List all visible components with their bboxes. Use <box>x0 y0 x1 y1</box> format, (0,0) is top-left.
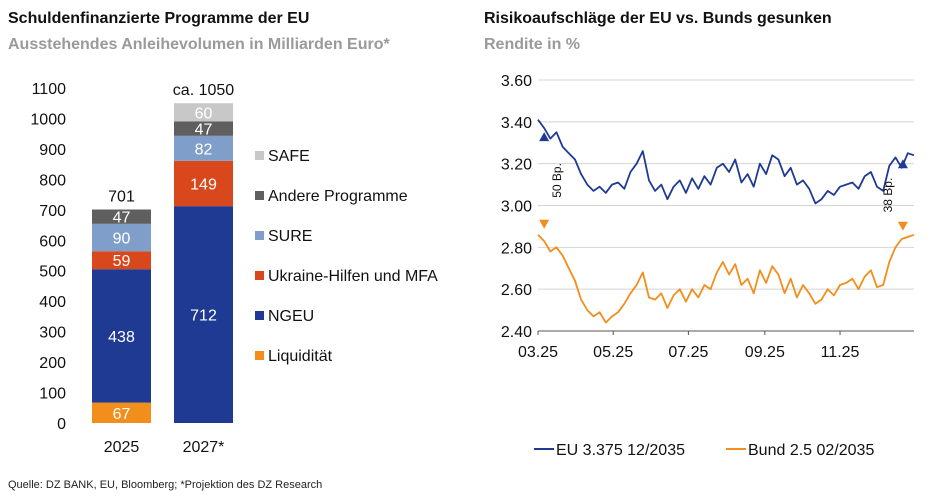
data-label: 90 <box>113 231 131 248</box>
x-category-label: 2025 <box>104 439 140 456</box>
legend-label: NGEU <box>268 308 314 325</box>
legend-swatch <box>255 351 264 360</box>
x-tick-label: 03.25 <box>518 344 558 361</box>
bar-segment-liquiditaet <box>92 402 151 423</box>
data-label: 47 <box>195 122 213 139</box>
spread-annotation: 50 Bp. <box>550 163 564 198</box>
legend-swatch <box>255 151 264 160</box>
y-tick-label: 300 <box>39 325 66 342</box>
y-tick-label: 2.80 <box>501 240 532 257</box>
bar-total-label: 701 <box>108 189 135 206</box>
right-chart-title: Risikoaufschläge der EU vs. Bunds gesunk… <box>484 10 832 27</box>
spread-arrow-head-down <box>897 221 908 231</box>
bar-segment-andere <box>92 209 151 224</box>
spread-annotation: 38 Bp. <box>881 178 895 213</box>
source-note: Quelle: DZ BANK, EU, Bloomberg; *Projekt… <box>8 479 323 491</box>
legend-label: EU 3.375 12/2035 <box>556 442 685 459</box>
left-chart-subtitle: Ausstehendes Anleihevolumen in Milliarde… <box>8 36 390 53</box>
y-tick-label: 400 <box>39 294 66 311</box>
right-chart-subtitle: Rendite in % <box>484 36 581 53</box>
y-tick-label: 100 <box>39 386 66 403</box>
y-tick-label: 2.40 <box>501 324 532 341</box>
legend-label: SURE <box>268 228 312 245</box>
bar-total-label: ca. 1050 <box>173 82 234 99</box>
x-tick-label: 11.25 <box>821 344 860 361</box>
data-label: 82 <box>195 141 213 158</box>
y-tick-label: 3.00 <box>501 199 532 216</box>
data-label: 712 <box>190 308 217 325</box>
legend-swatch <box>255 231 264 240</box>
spread-arrow-head-down <box>539 219 550 229</box>
y-tick-label: 800 <box>39 172 66 189</box>
y-tick-label: 3.60 <box>501 73 532 90</box>
legend-label: Bund 2.5 02/2035 <box>748 442 874 459</box>
data-label: 60 <box>195 105 213 122</box>
x-tick-label: 09.25 <box>745 344 785 361</box>
x-tick-label: 05.25 <box>593 344 633 361</box>
bar-segment-sure <box>92 223 151 252</box>
data-label: 438 <box>108 329 135 346</box>
y-tick-label: 2.60 <box>501 282 532 299</box>
legend-swatch <box>255 191 264 200</box>
y-tick-label: 900 <box>39 142 66 159</box>
stacked-bar-chart: 0 100 200 300 400 500 600 700 800 900 1000 1100 67 43… <box>30 81 438 456</box>
left-chart-title: Schuldenfinanzierte Programme der EU <box>8 10 310 27</box>
legend-swatch <box>255 311 264 320</box>
spread-arrow-head-up <box>539 132 550 142</box>
y-tick-label: 0 <box>57 416 66 433</box>
legend-label: Ukraine-Hilfen und MFA <box>268 268 438 285</box>
legend-label: Andere Programme <box>268 188 408 205</box>
y-tick-label: 3.40 <box>501 115 532 132</box>
y-tick-label: 1000 <box>30 111 66 128</box>
yield-line-chart: 2.40 2.60 2.80 3.00 3.20 3.40 3.60 03.25 05.25 07… <box>501 73 915 459</box>
bar-segment-ngeu <box>174 206 233 423</box>
series-line-eu_line <box>537 119 915 205</box>
bar-segment-safe <box>174 103 233 122</box>
bar-segment-ngeu <box>92 269 151 403</box>
data-label: 149 <box>190 176 217 193</box>
y-tick-label: 200 <box>39 355 66 372</box>
bar-segment-ukraine <box>92 251 151 270</box>
legend-label: Liquidität <box>268 348 333 365</box>
data-label: 47 <box>113 210 131 227</box>
y-tick-label: 3.20 <box>501 157 532 174</box>
bar-segment-ukraine <box>174 160 233 207</box>
y-tick-label: 700 <box>39 203 66 220</box>
legend-label: SAFE <box>268 148 310 165</box>
bar-segment-andere <box>174 121 233 136</box>
x-tick-label: 07.25 <box>668 344 708 361</box>
y-tick-label: 500 <box>39 264 66 281</box>
spread-arrow-head-up <box>897 159 908 169</box>
bar-segment-sure <box>174 135 233 161</box>
y-tick-label: 600 <box>39 233 66 250</box>
data-label: 67 <box>113 406 131 423</box>
x-category-label: 2027* <box>183 439 225 456</box>
data-label: 59 <box>113 253 131 270</box>
legend-swatch <box>255 271 264 280</box>
series-line-bund_line <box>537 233 915 324</box>
y-tick-label: 1100 <box>32 81 67 98</box>
